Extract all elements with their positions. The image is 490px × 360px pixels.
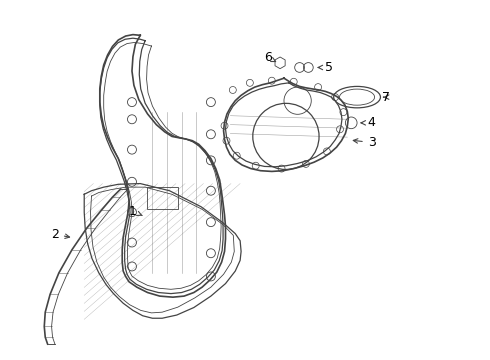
Text: 7: 7 [382, 91, 391, 104]
Text: 5: 5 [318, 61, 333, 74]
Text: 2: 2 [51, 228, 70, 241]
Text: 3: 3 [353, 136, 376, 149]
Text: 6: 6 [265, 51, 276, 64]
Text: 1: 1 [129, 205, 142, 218]
Text: 4: 4 [361, 116, 376, 129]
